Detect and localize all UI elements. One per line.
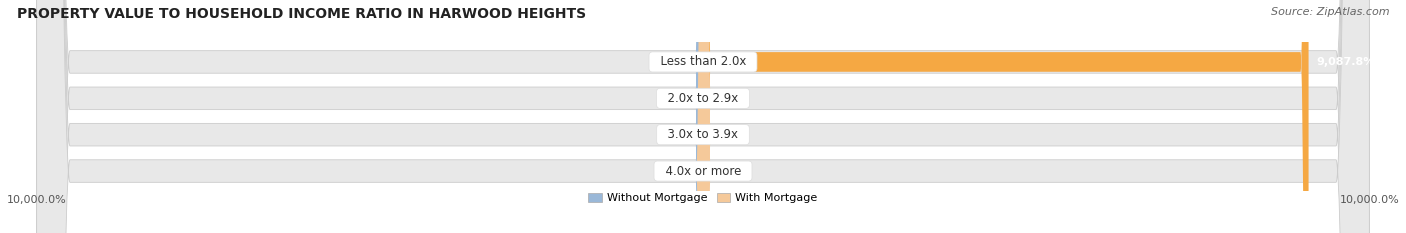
Text: 9,087.8%: 9,087.8% [1316, 57, 1375, 67]
Text: 14.1%: 14.1% [711, 166, 748, 176]
FancyBboxPatch shape [37, 0, 1369, 233]
Text: PROPERTY VALUE TO HOUSEHOLD INCOME RATIO IN HARWOOD HEIGHTS: PROPERTY VALUE TO HOUSEHOLD INCOME RATIO… [17, 7, 586, 21]
Text: 52.7%: 52.7% [657, 166, 692, 176]
FancyBboxPatch shape [703, 0, 1309, 233]
FancyBboxPatch shape [695, 0, 710, 233]
FancyBboxPatch shape [37, 0, 1369, 233]
FancyBboxPatch shape [696, 0, 711, 233]
Text: 23.7%: 23.7% [713, 130, 748, 140]
Text: 17.8%: 17.8% [658, 93, 693, 103]
FancyBboxPatch shape [697, 0, 711, 233]
Text: 16.1%: 16.1% [658, 57, 695, 67]
Text: Less than 2.0x: Less than 2.0x [652, 55, 754, 69]
FancyBboxPatch shape [37, 0, 1369, 233]
Text: 32.0%: 32.0% [713, 93, 748, 103]
Text: Source: ZipAtlas.com: Source: ZipAtlas.com [1271, 7, 1389, 17]
Text: 3.0x to 3.9x: 3.0x to 3.9x [661, 128, 745, 141]
FancyBboxPatch shape [37, 0, 1369, 233]
FancyBboxPatch shape [696, 0, 711, 233]
Legend: Without Mortgage, With Mortgage: Without Mortgage, With Mortgage [583, 189, 823, 208]
FancyBboxPatch shape [695, 0, 707, 233]
Text: 13.4%: 13.4% [659, 130, 695, 140]
FancyBboxPatch shape [695, 0, 710, 233]
Text: 2.0x to 2.9x: 2.0x to 2.9x [661, 92, 745, 105]
Text: 4.0x or more: 4.0x or more [658, 164, 748, 178]
FancyBboxPatch shape [695, 0, 710, 233]
